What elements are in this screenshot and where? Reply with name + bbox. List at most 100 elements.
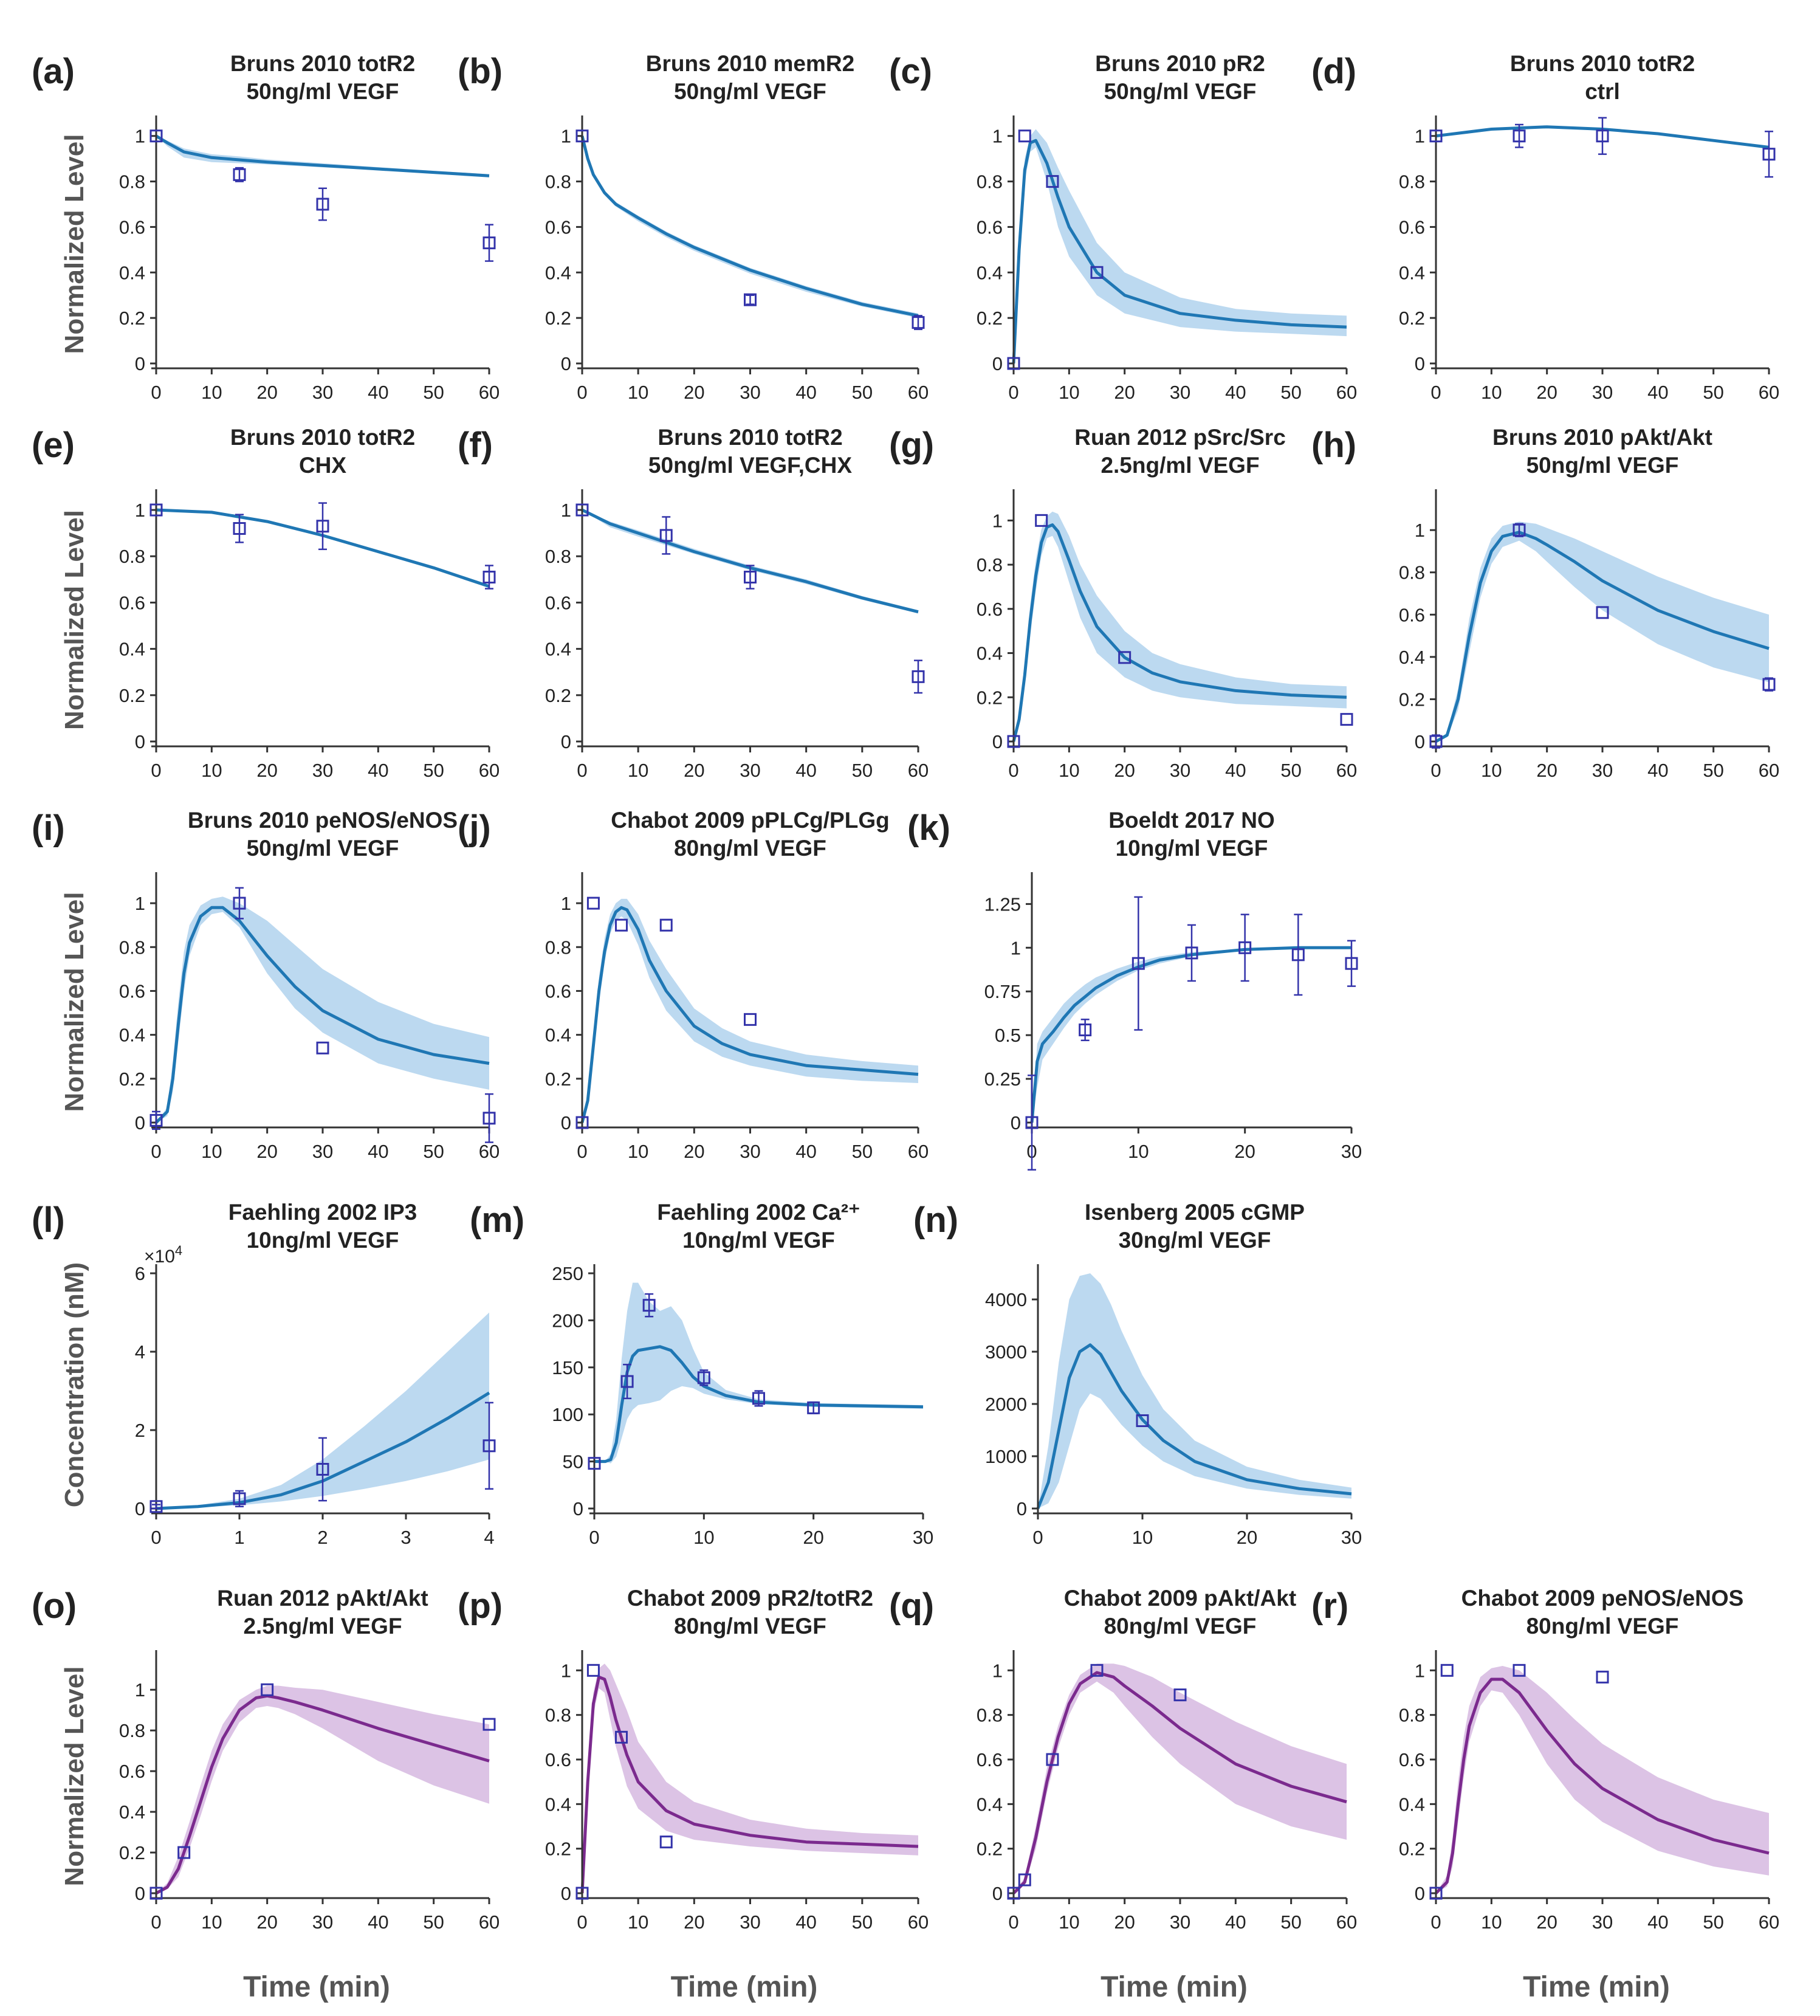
model-curve: [580, 906, 919, 1123]
data-point-marker: [1596, 129, 1609, 143]
panel-a: (a) Bruns 2010 totR2 50ng/ml VEGF 0 0.2 0.4 0.…: [32, 51, 500, 403]
x-tick-label: 50: [423, 382, 444, 403]
y-tick-label: 0: [561, 1883, 571, 1904]
data-point-marker: [1340, 713, 1353, 726]
data-point-marker: [1118, 651, 1131, 664]
model-curve: [1030, 946, 1351, 1123]
y-tick-label: 0.2: [545, 308, 571, 329]
y-tick-label: 0: [1415, 353, 1425, 374]
x-tick-label: 40: [1225, 382, 1246, 403]
data-point-marker: [1513, 129, 1526, 143]
data-point-marker: [316, 1463, 329, 1476]
x-tick-label: 0: [1008, 760, 1018, 781]
x-tick-label: 0: [577, 382, 587, 403]
x-tick-label: 40: [368, 760, 388, 781]
x-tick-label: 50: [852, 382, 873, 403]
panel-title-line1: Chabot 2009 pAkt/Akt: [1064, 1586, 1296, 1611]
data-point-marker: [316, 520, 329, 533]
x-tick-label: 50: [1280, 1911, 1301, 1933]
confidence-band: [582, 898, 918, 1123]
y-axis-title: Normalized Level: [60, 134, 89, 354]
x-tick-label: 20: [256, 1141, 277, 1162]
x-tick-label: 60: [479, 1911, 500, 1933]
y-tick-label: 50: [563, 1451, 583, 1473]
x-tick-label: 50: [852, 1911, 873, 1933]
x-tick-label: 0: [589, 1527, 599, 1548]
y-tick-label: 0: [561, 1112, 571, 1134]
data-point-marker: [588, 1457, 601, 1470]
data-point-marker: [233, 1492, 246, 1505]
x-tick-label: 60: [479, 760, 500, 781]
data-point-marker: [1762, 148, 1776, 161]
panel-letter: (a): [32, 52, 75, 91]
x-tick-label: 10: [1059, 382, 1079, 403]
y-tick-label: 1: [1415, 520, 1425, 541]
y-tick-label: 0: [561, 731, 571, 752]
data-point-marker: [149, 129, 163, 143]
panel-title-line1: Bruns 2010 totR2: [658, 425, 842, 450]
x-tick-label: 10: [201, 382, 222, 403]
panel-title-line1: Ruan 2012 pAkt/Akt: [217, 1586, 428, 1611]
panel-o: (o) Ruan 2012 pAkt/Akt 2.5ng/ml VEGF 0 0.2 0.…: [32, 1586, 500, 2003]
y-tick-label: 200: [552, 1310, 583, 1331]
model-curve: [1012, 523, 1347, 742]
panel-title-line2: 80ng/ml VEGF: [1104, 1614, 1257, 1639]
y-tick-label: 0.4: [977, 262, 1003, 283]
x-tick-label: 50: [423, 1911, 444, 1933]
x-tick-label: 30: [1592, 1911, 1613, 1933]
panel-letter: (p): [458, 1586, 503, 1626]
y-tick-label: 0: [135, 1883, 145, 1904]
model-curve: [1036, 1343, 1352, 1509]
y-tick-label: 0: [135, 731, 145, 752]
panel-title-line1: Chabot 2009 pPLCg/PLGg: [611, 808, 889, 833]
data-point-marker: [659, 529, 673, 542]
confidence-band: [156, 1312, 489, 1509]
y-tick-label: 1000: [985, 1446, 1027, 1467]
y-tick-label: 0.25: [984, 1068, 1021, 1090]
panel-letter: (m): [470, 1200, 524, 1240]
x-tick-label: 20: [1234, 1141, 1255, 1162]
x-tick-label: 30: [312, 1911, 333, 1933]
panel-letter: (c): [889, 52, 932, 91]
data-point-marker: [1136, 1414, 1149, 1428]
x-axis-title: Time (min): [1523, 1971, 1670, 2003]
panel-title-line2: 50ng/ml VEGF,CHX: [648, 453, 852, 478]
data-point-marker: [1596, 606, 1609, 619]
panel-letter: (d): [1311, 52, 1356, 91]
y-tick-label: 0.8: [119, 546, 145, 567]
x-tick-label: 60: [1759, 760, 1779, 781]
x-tick-label: 50: [852, 1141, 873, 1162]
y-tick-label: 1: [135, 500, 145, 521]
x-tick-label: 50: [423, 760, 444, 781]
panel-title-line2: 50ng/ml VEGF: [1104, 79, 1257, 104]
x-tick-label: 10: [628, 382, 648, 403]
confidence-band: [1436, 1666, 1769, 1893]
y-tick-label: 2: [135, 1420, 145, 1441]
y-tick-label: 0.4: [977, 1794, 1003, 1815]
panel-letter: (r): [1311, 1586, 1348, 1626]
data-point-marker: [659, 918, 673, 932]
y-tick-label: 0: [1011, 1112, 1021, 1134]
confidence-band: [594, 1282, 923, 1464]
x-tick-label: 30: [312, 760, 333, 781]
confidence-band: [1436, 521, 1769, 741]
panel-m: (m) Faehling 2002 Ca²⁺10ng/ml VEGF0501001…: [470, 1200, 933, 1548]
data-point-marker: [261, 1683, 274, 1696]
data-point-marker: [1440, 1663, 1454, 1677]
x-tick-label: 40: [795, 1141, 816, 1162]
y-tick-label: 0.6: [119, 1761, 145, 1782]
x-tick-label: 10: [1059, 1911, 1079, 1933]
panel-letter: (l): [32, 1200, 65, 1240]
confidence-band: [1014, 511, 1347, 741]
x-axis-title: Time (min): [671, 1971, 818, 2003]
y-tick-label: 0.8: [1399, 1705, 1425, 1726]
y-axis-title: Normalized Level: [60, 892, 89, 1112]
data-point-marker: [575, 1887, 589, 1900]
x-tick-label: 0: [151, 382, 161, 403]
x-axis-title: Time (min): [243, 1971, 390, 2003]
data-point-marker: [149, 503, 163, 517]
data-point-marker: [149, 1113, 163, 1127]
y-tick-label: 0.6: [119, 592, 145, 613]
data-point-marker: [1018, 1873, 1031, 1887]
